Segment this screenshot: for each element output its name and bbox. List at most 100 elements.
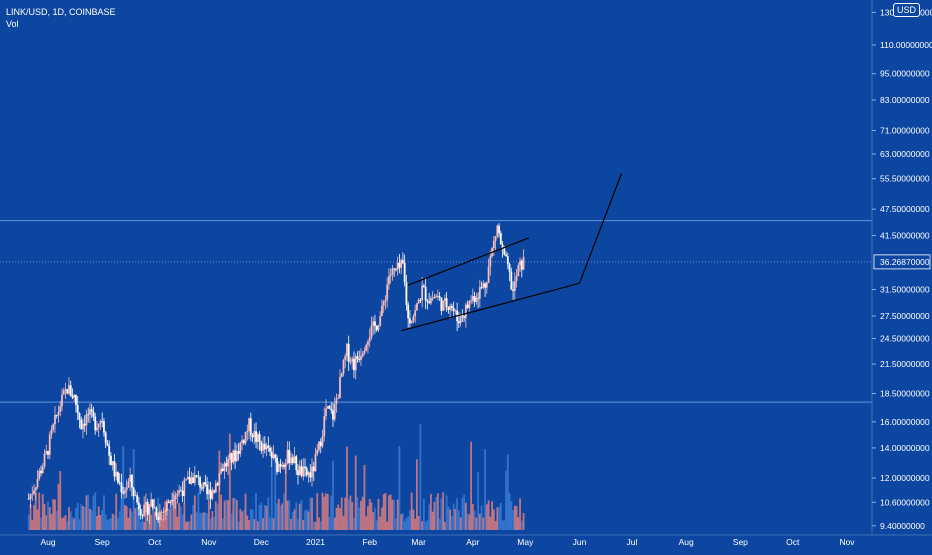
candle-body xyxy=(402,260,404,264)
volume-bar xyxy=(34,492,37,530)
volume-bar xyxy=(325,493,327,530)
candle-body xyxy=(76,404,79,414)
candle-body xyxy=(443,298,446,301)
volume-indicator-label[interactable]: Vol xyxy=(6,19,19,29)
volume-bar xyxy=(482,517,485,530)
volume-bar xyxy=(485,504,488,530)
candle-body xyxy=(438,296,441,298)
volume-bar xyxy=(172,494,175,530)
volume-bar xyxy=(207,501,210,530)
volume-bar xyxy=(300,499,303,530)
candle-body xyxy=(227,458,229,467)
volume-bar xyxy=(283,493,285,530)
candlesticks xyxy=(27,223,525,527)
volume-bar xyxy=(389,494,392,530)
volume-bar xyxy=(363,464,366,530)
candle-body xyxy=(381,305,383,317)
candle-body xyxy=(496,225,499,237)
volume-bar xyxy=(386,521,389,530)
volume-bar xyxy=(73,518,76,530)
currency-badge[interactable]: USD xyxy=(892,3,920,17)
volume-bar xyxy=(256,521,259,530)
volume-bar xyxy=(262,517,264,530)
volume-bar xyxy=(288,500,291,530)
candle-body xyxy=(337,397,340,399)
volume-bar xyxy=(117,517,119,530)
time-tick-label: 2021 xyxy=(306,537,325,547)
volume-bar xyxy=(101,510,104,530)
volume-bar xyxy=(499,503,502,530)
price-tick-label: 95.00000000 xyxy=(880,69,930,79)
candle-body xyxy=(510,271,513,290)
candle-body xyxy=(129,474,132,482)
volume-bar xyxy=(213,516,215,530)
volume-bar xyxy=(426,520,429,530)
time-tick-label: Nov xyxy=(201,537,217,547)
candle-body xyxy=(346,343,348,357)
candle-body xyxy=(258,434,261,442)
candle-body xyxy=(202,482,205,489)
time-tick-label: Nov xyxy=(839,537,855,547)
volume-bar xyxy=(398,445,401,530)
candle-body xyxy=(319,441,322,447)
volume-bar xyxy=(85,495,88,530)
volume-bar xyxy=(270,468,273,530)
volume-bar xyxy=(416,459,418,530)
candle-body xyxy=(167,502,170,504)
candle-body xyxy=(374,321,376,327)
candle-body xyxy=(384,299,387,302)
candle-body xyxy=(221,468,224,471)
candle-body xyxy=(71,395,74,398)
volume-bar xyxy=(110,518,112,530)
volume-bar xyxy=(69,511,72,530)
candle-body xyxy=(283,464,285,467)
candle-body xyxy=(284,463,287,467)
candle-body xyxy=(492,240,495,249)
candle-body xyxy=(494,236,497,241)
volume-bar xyxy=(160,514,163,530)
candle-body xyxy=(367,341,369,345)
candle-body xyxy=(90,409,93,412)
volume-bar xyxy=(43,503,46,530)
candle-body xyxy=(69,385,72,396)
volume-bar xyxy=(330,495,333,530)
volume-bar xyxy=(457,510,460,530)
candle-body xyxy=(330,408,333,411)
volume-bar xyxy=(227,500,229,530)
volume-bar xyxy=(76,502,79,530)
volume-bar xyxy=(433,501,436,530)
volume-bar xyxy=(71,517,74,530)
volume-bar xyxy=(286,500,289,530)
volume-bar xyxy=(388,495,390,530)
candle-body xyxy=(127,481,130,488)
candle-body xyxy=(41,466,44,474)
volume-bar xyxy=(272,518,275,530)
candle-body xyxy=(99,421,102,424)
volume-bar xyxy=(471,504,474,530)
volume-bar xyxy=(519,498,521,530)
volume-bar xyxy=(295,502,298,530)
candle-body xyxy=(368,337,371,342)
symbol-title[interactable]: LINK/USD, 1D, COINBASE xyxy=(6,7,116,17)
volume-bar xyxy=(225,499,228,530)
volume-bar xyxy=(319,521,322,530)
volume-bar xyxy=(244,493,247,530)
candle-body xyxy=(234,450,236,462)
candle-body xyxy=(422,285,425,287)
volume-bar xyxy=(384,492,387,530)
candle-body xyxy=(199,477,202,488)
volume-bar xyxy=(239,509,242,530)
candle-body xyxy=(33,490,35,494)
volume-bar xyxy=(62,517,65,530)
candle-body xyxy=(489,256,492,267)
candle-body xyxy=(512,289,514,291)
candle-body xyxy=(325,408,327,417)
volume-bar xyxy=(367,506,369,530)
candle-body xyxy=(442,300,445,311)
volume-bar xyxy=(505,470,507,530)
candle-body xyxy=(498,225,500,234)
candle-body xyxy=(395,269,397,270)
volume-bar xyxy=(94,492,97,530)
